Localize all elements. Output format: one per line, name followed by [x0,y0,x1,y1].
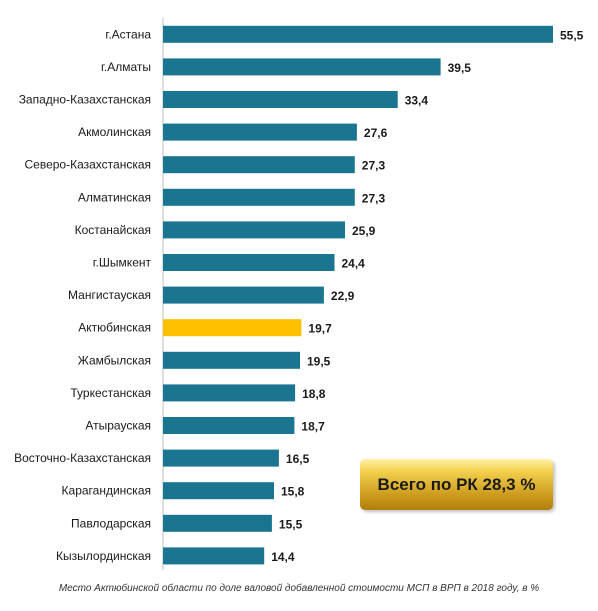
bar [163,514,272,532]
bar [163,254,335,271]
data-label: 19,7 [308,322,332,336]
data-label: 27,6 [364,126,388,140]
data-label: 39,5 [448,61,472,75]
category-label: Атырауская [85,419,151,433]
data-label: 14,4 [271,550,295,564]
bar [163,417,295,434]
category-label: г.Шымкент [93,256,152,270]
data-label: 27,3 [362,159,386,173]
bar [163,547,265,565]
bar-chart: г.Астана 55,5 г.Алматы 39,5 Западно-Казахста… [14,18,584,570]
category-label: Северо-Казахстанская [24,158,151,172]
bar [163,286,324,304]
data-label: 55,5 [560,28,584,42]
bar [163,123,357,141]
data-label: 24,4 [342,257,366,271]
bar [163,319,302,337]
category-label: Павлодарская [71,516,151,530]
bar [163,58,441,76]
bar [163,156,355,174]
category-label: Мангистауская [68,288,151,302]
data-label: 33,4 [405,94,429,108]
data-label: 27,3 [362,191,386,205]
data-label: 25,9 [352,224,376,238]
category-label: Восточно-Казахстанская [14,451,151,465]
category-label: Актюбинская [78,321,151,335]
bar [163,482,274,500]
bar [163,449,279,467]
category-label: Костанайская [75,223,151,237]
total-badge: Всего по РК 28,3 % [360,459,553,510]
category-label: Алматинская [78,190,151,204]
bars-group: г.Астана 55,5 г.Алматы 39,5 Западно-Казахста… [14,25,584,565]
category-label: Жамбылская [78,353,151,367]
data-label: 15,5 [279,517,303,531]
category-label: г.Астана [105,27,151,41]
chart-caption: Место Актюбинской области по доле валово… [58,583,540,594]
bar [163,25,553,43]
data-label: 16,5 [286,452,310,466]
category-label: Карагандинская [62,484,151,498]
category-label: Акмолинская [78,125,151,139]
data-label: 18,8 [302,387,326,401]
bar [163,188,355,206]
bar [163,351,300,369]
bar [163,384,296,402]
data-label: 19,5 [307,354,331,368]
category-label: Западно-Казахстанская [19,93,151,107]
data-label: 15,8 [281,485,305,499]
category-label: Туркестанская [70,386,151,400]
category-label: Кызылординская [56,549,151,563]
category-label: г.Алматы [101,60,151,74]
data-label: 18,7 [301,420,325,434]
bar [163,221,345,239]
bar [163,91,398,108]
data-label: 22,9 [331,289,355,303]
